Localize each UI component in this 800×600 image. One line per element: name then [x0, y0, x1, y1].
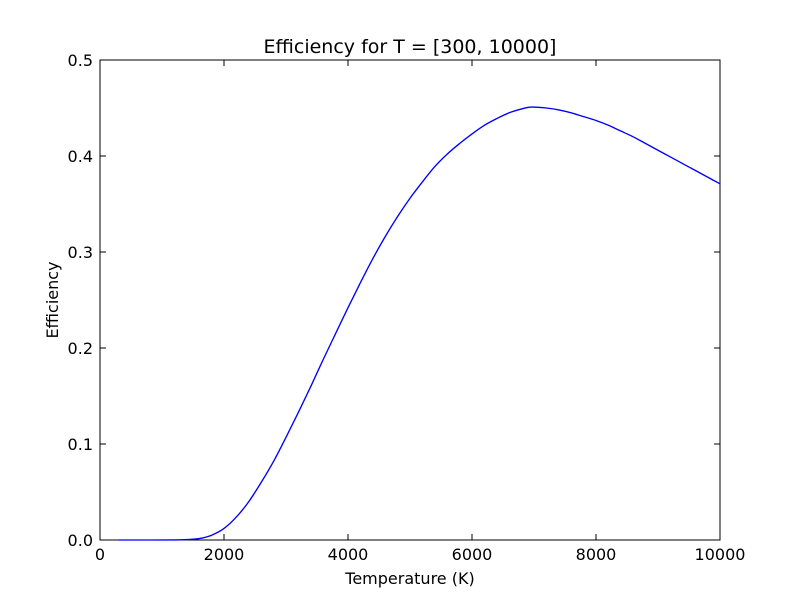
chart-title: Efficiency for T = [300, 10000]: [264, 36, 557, 58]
x-tick-label: 6000: [452, 545, 493, 564]
x-tick-label: 8000: [576, 545, 617, 564]
efficiency-series-line: [117, 106, 721, 541]
x-tick-label: 2000: [204, 545, 245, 564]
plot-frame: [99, 59, 721, 541]
y-tick-label: 0.5: [68, 51, 93, 70]
y-tick-label: 0.1: [68, 435, 93, 454]
x-axis-label: Temperature (K): [344, 569, 474, 588]
y-axis-label: Efficiency: [43, 261, 62, 338]
x-tick-label: 0: [95, 545, 105, 564]
y-tick-label: 0.2: [68, 339, 93, 358]
y-tick-label: 0.0: [68, 531, 93, 550]
y-tick-label: 0.3: [68, 243, 93, 262]
y-tick-label: 0.4: [68, 147, 93, 166]
x-tick-label: 10000: [695, 545, 746, 564]
plot-area: 0 2000 4000 6000 8000 10000 0.0 0.1 0.2 0.3 0.4 0.5: [68, 51, 746, 564]
x-tick-label: 4000: [328, 545, 369, 564]
